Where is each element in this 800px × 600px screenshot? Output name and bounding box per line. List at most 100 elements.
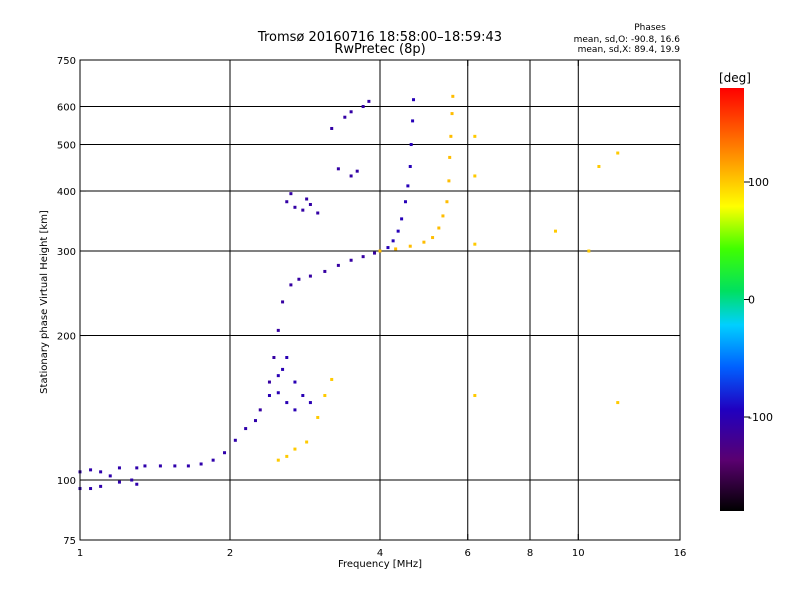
- data-point: [349, 174, 353, 178]
- x-tick-label: 2: [227, 548, 233, 559]
- data-point: [386, 246, 390, 250]
- data-point: [323, 394, 327, 398]
- data-point: [373, 251, 377, 255]
- colorbar-tick-label: 100: [748, 176, 769, 189]
- data-point: [130, 478, 134, 482]
- data-point: [616, 401, 620, 405]
- y-tick-label: 200: [57, 332, 76, 343]
- colorbar: [720, 88, 744, 511]
- data-point: [616, 151, 620, 155]
- phase-stats-title: Phases: [634, 23, 666, 33]
- y-tick-label: 750: [57, 56, 76, 67]
- colorbar-tick-label: -100: [748, 411, 773, 424]
- data-point: [267, 380, 271, 384]
- data-point: [330, 126, 334, 130]
- colorbar-tick-label: 0: [748, 294, 755, 307]
- data-point: [367, 99, 371, 103]
- data-point: [597, 164, 601, 168]
- x-tick-label: 10: [572, 548, 585, 559]
- data-point: [117, 480, 121, 484]
- data-point: [308, 401, 312, 405]
- data-point: [448, 155, 452, 159]
- data-point: [305, 440, 309, 444]
- data-point: [441, 214, 445, 218]
- data-point: [308, 202, 312, 206]
- data-point: [297, 277, 301, 281]
- data-point: [473, 394, 477, 398]
- data-point: [276, 458, 280, 462]
- data-point: [211, 458, 215, 462]
- data-point: [305, 197, 309, 201]
- data-point: [396, 229, 400, 233]
- data-point: [361, 105, 365, 109]
- data-point: [285, 355, 289, 359]
- chart-title: Tromsø 20160716 18:58:00–18:59:43: [257, 30, 502, 45]
- data-point: [343, 115, 347, 119]
- data-point: [409, 143, 413, 147]
- data-point: [308, 274, 312, 278]
- data-point: [99, 484, 103, 488]
- data-point: [378, 249, 382, 253]
- x-tick-label: 16: [674, 548, 687, 559]
- data-point: [450, 112, 454, 116]
- y-tick-label: 400: [57, 187, 76, 198]
- data-point: [422, 240, 426, 244]
- data-point: [336, 167, 340, 171]
- y-tick-label: 75: [63, 536, 76, 547]
- data-point: [281, 300, 285, 304]
- data-points: [78, 94, 620, 491]
- data-point: [473, 134, 477, 138]
- data-point: [89, 468, 93, 472]
- data-point: [276, 328, 280, 332]
- data-point: [408, 164, 412, 168]
- data-point: [285, 401, 289, 405]
- data-point: [285, 200, 289, 204]
- data-point: [330, 377, 334, 381]
- data-point: [301, 394, 305, 398]
- data-point: [199, 462, 203, 466]
- data-point: [316, 415, 320, 419]
- data-point: [244, 427, 248, 431]
- data-point: [473, 174, 477, 178]
- data-point: [437, 226, 441, 230]
- data-point: [173, 464, 177, 468]
- data-point: [281, 367, 285, 371]
- data-point: [449, 134, 453, 138]
- data-point: [272, 355, 276, 359]
- data-point: [293, 380, 297, 384]
- data-point: [355, 169, 359, 173]
- data-point: [403, 200, 407, 204]
- phase-stats-x: mean, sd,X: 89.4, 19.9: [578, 45, 681, 55]
- data-point: [289, 192, 293, 196]
- data-point: [473, 242, 477, 246]
- data-point: [361, 255, 365, 259]
- data-point: [587, 249, 591, 253]
- y-tick-label: 100: [57, 476, 76, 487]
- data-point: [89, 487, 93, 491]
- data-point: [108, 474, 112, 478]
- data-point: [233, 438, 237, 442]
- data-point: [408, 244, 412, 248]
- x-axis-label: Frequency [MHz]: [338, 559, 422, 570]
- data-point: [394, 247, 398, 251]
- colorbar-ticks: 100 0 -100: [744, 176, 773, 424]
- x-tick-label: 8: [527, 548, 533, 559]
- y-axis-label: Stationary phase Virtual Height [km]: [39, 210, 50, 394]
- y-tick-label: 500: [57, 141, 76, 152]
- grid-lines: [80, 60, 680, 540]
- data-point: [186, 464, 190, 468]
- data-point: [451, 94, 455, 98]
- data-point: [99, 470, 103, 474]
- axes: 1 2 4 6 8 10 16 75 100 200 300 400 500 600 750: [57, 56, 686, 559]
- data-point: [406, 184, 410, 188]
- data-point: [267, 394, 271, 398]
- data-point: [253, 419, 257, 423]
- y-tick-label: 600: [57, 103, 76, 114]
- data-point: [276, 374, 280, 378]
- data-point: [316, 211, 320, 215]
- data-point: [400, 217, 404, 221]
- data-point: [445, 200, 449, 204]
- chart-subtitle: RwPretec (8p): [334, 42, 425, 57]
